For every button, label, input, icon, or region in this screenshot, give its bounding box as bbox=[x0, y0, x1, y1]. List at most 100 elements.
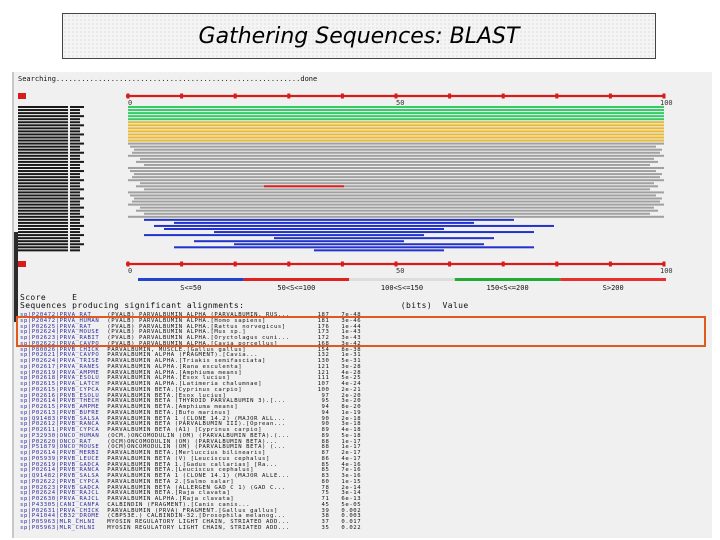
hit-id-link[interactable]: sp|P02621|PRVA_CAVPO bbox=[20, 352, 108, 359]
hit-score[interactable]: 90 bbox=[305, 415, 330, 422]
hit-score[interactable]: 35 bbox=[305, 524, 330, 531]
hit-score[interactable]: 88 bbox=[305, 438, 330, 445]
hit-score[interactable]: 90 bbox=[305, 421, 330, 428]
hit-id-link[interactable]: sp|P02619|PRVB_GADCA bbox=[20, 461, 108, 468]
hit-evalue: 4e-24 bbox=[329, 381, 362, 387]
hit-score[interactable]: 39 bbox=[305, 507, 330, 514]
hit-score[interactable]: 71 bbox=[305, 496, 330, 502]
hit-id-link[interactable]: sp|P02615|PRVB_CYPCA bbox=[20, 386, 108, 393]
hit-score[interactable]: 86 bbox=[305, 455, 330, 462]
hit-id-link[interactable]: sp|Q91483|PRVB_SALSA bbox=[20, 415, 108, 422]
alignment-bar bbox=[144, 234, 424, 237]
hit-score[interactable]: 45 bbox=[305, 501, 330, 508]
hit-id-link[interactable]: sp|Q91482|PRVB_SALSA bbox=[20, 473, 108, 479]
hit-score[interactable]: 172 bbox=[305, 335, 330, 341]
hit-id-link[interactable]: sp|P05939|PRVB_LEUCE bbox=[20, 455, 108, 462]
hit-id-link[interactable]: sp|P02617|PRVA_RANES bbox=[20, 363, 108, 370]
hit-id-link[interactable]: sp|P02623|PRVB_GADCA bbox=[20, 484, 108, 491]
hit-id-link[interactable]: sp|P02624|PRVB_RAJCL bbox=[20, 490, 108, 497]
hit-id-link[interactable]: sp|P02630|PRVA_RAJCL bbox=[20, 496, 108, 502]
hit-id-link[interactable]: sp|P41044|CB32_DROME bbox=[20, 513, 108, 520]
hit-evalue: 0.022 bbox=[329, 524, 362, 531]
hit-description: (PVALB) PARVALBUMIN ALPHA.[Rattus norveg… bbox=[107, 323, 306, 330]
hit-id-link[interactable]: sp|P02612|PRVB_RANCA bbox=[20, 421, 108, 428]
hit-score[interactable]: 121 bbox=[305, 363, 330, 370]
hit-label-block bbox=[70, 173, 80, 176]
hit-description: PARVALBUMIN BETA 1.[Gadus callarias] [Ra… bbox=[107, 461, 306, 468]
hit-score[interactable]: 88 bbox=[305, 444, 330, 451]
hit-label-block bbox=[70, 115, 84, 118]
hit-id-link[interactable]: sp|P80026|PRVB_CHICK bbox=[20, 346, 108, 353]
hit-score[interactable]: 87 bbox=[305, 450, 330, 456]
hit-id-link[interactable]: sp|P02623|PRVA_RABIT bbox=[20, 335, 108, 341]
hit-id-link[interactable]: sp|P02622|PRVA_CAVPO bbox=[20, 340, 108, 347]
hit-row: sp|P02622|PRVA_CAVPO (PVALB) PARVALBUMIN… bbox=[20, 340, 361, 348]
hit-id-link[interactable]: sp|P43305|CANI_CANFA bbox=[20, 501, 108, 508]
hit-id-link[interactable]: sp|P02615|PRVA_LATCH bbox=[20, 381, 108, 387]
hit-score[interactable]: 154 bbox=[305, 346, 330, 353]
hit-id-link[interactable]: sp|P02614|PRVB_MERBI bbox=[20, 450, 108, 456]
hit-id-link[interactable]: sp|P02619|PRVA_AMPME bbox=[20, 369, 108, 376]
hit-id-link[interactable]: sp|P02622|PRVB_CYPCA bbox=[20, 478, 108, 485]
hit-label-block bbox=[18, 203, 68, 206]
hit-id-link[interactable]: sp|P20472|PRVA_HUMAN bbox=[20, 317, 108, 324]
hit-score[interactable]: 89 bbox=[305, 432, 330, 439]
hit-evalue: 4e-17 bbox=[329, 455, 362, 462]
hit-id-link[interactable]: sp|P02614|PRVB_THECH bbox=[20, 398, 108, 405]
hit-description: PARVALBUMIN BETA (ALLERGEN GAD C 1) (GAD… bbox=[107, 484, 306, 491]
hit-score[interactable]: 97 bbox=[305, 392, 330, 399]
legend-label: S>200 bbox=[603, 284, 624, 292]
hit-score[interactable]: 85 bbox=[305, 461, 330, 468]
hit-score[interactable]: 83 bbox=[305, 473, 330, 479]
hit-score[interactable]: 121 bbox=[305, 369, 330, 376]
hit-row: sp|P20472|PRVA_HUMAN (PVALB) PARVALBUMIN… bbox=[20, 317, 361, 325]
hit-id-link[interactable]: sp|P02616|PRVB_ESOLU bbox=[20, 392, 108, 399]
hit-score[interactable]: 100 bbox=[305, 386, 330, 393]
hit-score[interactable]: 176 bbox=[305, 323, 330, 330]
hit-score[interactable]: 85 bbox=[305, 467, 330, 474]
hit-score[interactable]: 173 bbox=[305, 329, 330, 336]
hit-score[interactable]: 187 bbox=[305, 312, 330, 318]
hit-row: sp|P02625|PRVA_RAT (PVALB) PARVALBUMIN A… bbox=[20, 323, 361, 331]
ruler-label: 50 bbox=[396, 267, 404, 275]
hit-score[interactable]: 80 bbox=[305, 478, 330, 485]
hit-score[interactable]: 181 bbox=[305, 317, 330, 324]
hit-id-link[interactable]: sp|P02611|PRVB_CYPCA bbox=[20, 427, 108, 433]
hit-id-link[interactable]: sp|P02625|PRVA_RAT bbox=[20, 323, 108, 330]
hit-score[interactable]: 111 bbox=[305, 375, 330, 382]
hit-label-block bbox=[18, 176, 68, 179]
hit-score[interactable]: 78 bbox=[305, 484, 330, 491]
hit-id-link[interactable]: sp|P02631|PRVA_CHICK bbox=[20, 507, 108, 514]
hit-id-link[interactable]: sp|P32930|ONCO_HUMAN bbox=[20, 432, 108, 439]
ruler-label: 50 bbox=[396, 99, 404, 107]
hit-id-link[interactable]: sp|P02624|PRVA_MOUSE bbox=[20, 329, 108, 336]
hit-score[interactable]: 94 bbox=[305, 409, 330, 416]
hit-id-link[interactable]: sp|P02620|ONCO_RAT bbox=[20, 438, 108, 445]
hit-score[interactable]: 95 bbox=[305, 398, 330, 405]
hit-id-link[interactable]: sp|P02615|PRVB_AMPME bbox=[20, 404, 108, 410]
hit-id-link[interactable]: sp|P20472|PRVA_RAT bbox=[20, 312, 108, 318]
hit-id-link[interactable]: sp|P02614|PRVB_RANCA bbox=[20, 467, 108, 474]
hit-score[interactable]: 130 bbox=[305, 358, 330, 364]
hit-score[interactable]: 38 bbox=[305, 513, 330, 520]
hit-score[interactable]: 132 bbox=[305, 352, 330, 359]
hit-id-link[interactable]: sp|P02618|PRVA_ESOLU bbox=[20, 375, 108, 382]
ruler-tick bbox=[126, 261, 130, 267]
hit-id-link[interactable]: sp|P02613|PRVB_BUFRE bbox=[20, 409, 108, 416]
hit-score[interactable]: 37 bbox=[305, 519, 330, 525]
hit-score[interactable]: 107 bbox=[305, 381, 330, 387]
hit-id-link[interactable]: sp|P05963|MLR_CHLNI bbox=[20, 524, 108, 531]
hit-score[interactable]: 168 bbox=[305, 340, 330, 347]
hit-row: sp|P02621|PRVA_CAVPO PARVALBUMIN ALPHA (… bbox=[20, 352, 361, 359]
hit-row: sp|P02623|PRVB_GADCA PARVALBUMIN BETA (A… bbox=[20, 484, 361, 492]
hit-id-link[interactable]: sp|P02624|PRVA_TRISE bbox=[20, 358, 108, 364]
hit-id-link[interactable]: sp|P05963|MLR_CHLNI bbox=[20, 519, 108, 525]
hit-score[interactable]: 89 bbox=[305, 427, 330, 433]
hit-id-link[interactable]: sp|P51879|ONCO_MOUSE bbox=[20, 444, 108, 451]
hit-score[interactable]: 94 bbox=[305, 404, 330, 410]
hit-row: sp|P02615|PRVB_AMPME PARVALBUMIN BETA.[A… bbox=[20, 404, 361, 411]
hit-score[interactable]: 75 bbox=[305, 490, 330, 497]
hit-row: sp|P02613|PRVB_BUFRE PARVALBUMIN BETA.[B… bbox=[20, 409, 361, 417]
hit-label-block bbox=[70, 240, 80, 243]
hit-row: sp|P02631|PRVA_CHICK PARVALBUMIN (PRVA) … bbox=[20, 507, 361, 515]
